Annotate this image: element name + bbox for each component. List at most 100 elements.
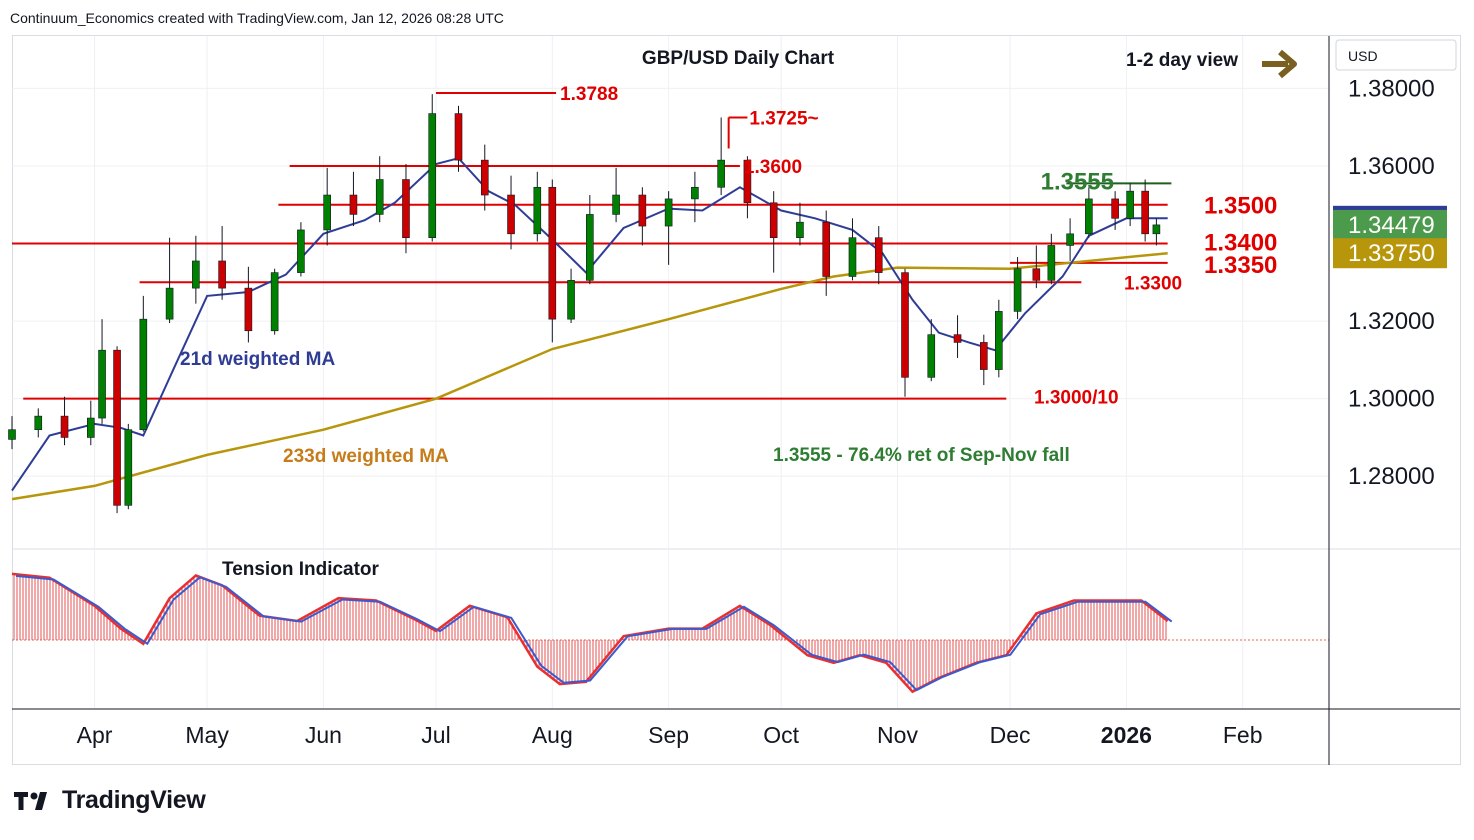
candle-body-up (192, 260, 200, 289)
candle[interactable] (1085, 187, 1093, 238)
candle[interactable] (769, 191, 778, 273)
candle-body-down (743, 159, 752, 204)
time-tick-label: Jul (421, 722, 450, 748)
candle[interactable] (34, 408, 43, 438)
candle[interactable] (1126, 183, 1134, 227)
level-label: 1.3600 (744, 157, 802, 178)
candle[interactable] (60, 396, 69, 446)
candle-body-down (349, 194, 358, 215)
candle[interactable] (1152, 218, 1161, 246)
candle[interactable] (98, 319, 106, 424)
candle[interactable] (1141, 179, 1149, 242)
candle-body-down (901, 272, 909, 378)
candle[interactable] (533, 171, 542, 242)
candle[interactable] (323, 167, 331, 246)
price-tick-label: 1.28000 (1348, 463, 1435, 490)
candle-body-up (86, 417, 95, 438)
candle-body-up (848, 237, 857, 277)
candle[interactable] (1111, 191, 1119, 230)
candle-body-up (428, 113, 437, 238)
price-tick-label: 1.36000 (1348, 153, 1435, 180)
candle-body-up (927, 334, 936, 378)
candle-body-down (507, 194, 515, 235)
level-layer (12, 92, 1172, 400)
candle[interactable] (612, 167, 620, 223)
candle[interactable] (822, 210, 831, 296)
candle[interactable] (507, 175, 515, 250)
level-label: 1.3725~ (749, 108, 818, 129)
level-label: 1.3400 (1204, 230, 1277, 257)
axis-layer[interactable]: 1.38000 1.36000 1.32000 1.30000 1.28000 Apr Ma… (12, 36, 1460, 765)
candle-body-down (244, 287, 253, 332)
time-tick-label: May (185, 722, 229, 748)
candle[interactable] (743, 156, 752, 219)
candle[interactable] (375, 156, 384, 223)
candle[interactable] (1032, 245, 1041, 289)
candle-body-up (995, 311, 1003, 370)
price-badge-label: 1.33750 (1348, 240, 1435, 267)
fib-level-label: 1.3555 (1041, 168, 1114, 195)
candle[interactable] (874, 226, 883, 285)
ma233-label: 233d weighted MA (283, 446, 449, 467)
candle[interactable] (244, 266, 253, 343)
candle[interactable] (192, 235, 200, 304)
candle[interactable] (8, 416, 16, 450)
candle[interactable] (113, 346, 121, 514)
candle[interactable] (1066, 218, 1074, 261)
candle-body-up (691, 186, 699, 200)
candle[interactable] (664, 191, 673, 265)
candle[interactable] (139, 295, 148, 432)
chart-frame (12, 35, 1461, 765)
price-tick-label: 1.38000 (1348, 75, 1435, 102)
time-tick-label: Feb (1223, 722, 1263, 748)
tension-indicator-layer[interactable] (11, 572, 1329, 694)
candle[interactable] (848, 218, 857, 281)
candle[interactable] (297, 222, 305, 277)
candle[interactable] (901, 268, 909, 397)
candle[interactable] (927, 319, 936, 382)
candle[interactable] (454, 105, 463, 172)
candle[interactable] (270, 268, 279, 335)
candle-body-down (60, 415, 69, 438)
candle-body-down (454, 113, 463, 161)
price-badge-last-close[interactable]: 1.34479 (1333, 209, 1447, 240)
candle[interactable] (691, 171, 699, 223)
candle[interactable] (953, 315, 962, 358)
candle-body-down (218, 260, 226, 289)
candle[interactable] (717, 117, 725, 196)
candle[interactable] (349, 171, 358, 227)
candle[interactable] (796, 202, 804, 246)
candle-body-down (1111, 198, 1119, 219)
candle[interactable] (86, 400, 95, 446)
price-badge-ma233-badge[interactable]: 1.33750 (1333, 238, 1447, 269)
candle[interactable] (567, 268, 575, 324)
candle[interactable] (165, 237, 174, 324)
candle[interactable] (586, 195, 594, 285)
candle[interactable] (402, 164, 410, 254)
candle-body-up (1126, 190, 1134, 219)
time-tick-label: Apr (77, 722, 113, 748)
candle-body-up (165, 287, 174, 320)
candle-body-down (113, 349, 121, 506)
candle[interactable] (1047, 233, 1056, 285)
candle[interactable] (1013, 257, 1022, 320)
candle-layer[interactable] (8, 94, 1161, 514)
ma21-label: 21d weighted MA (180, 349, 335, 370)
time-tick-label: Oct (763, 722, 799, 748)
time-tick-label: Sep (648, 722, 689, 748)
candle[interactable] (218, 226, 226, 300)
candle[interactable] (428, 94, 437, 242)
level-label: 1.3788 (560, 84, 618, 105)
time-tick-label: Dec (990, 722, 1031, 748)
tradingview-logo[interactable]: TradingView (14, 786, 206, 815)
candle[interactable] (995, 299, 1003, 378)
currency-button[interactable] (1335, 39, 1457, 71)
candle[interactable] (480, 144, 489, 211)
candle[interactable] (980, 334, 988, 386)
candle[interactable] (548, 179, 557, 343)
candle[interactable] (124, 423, 133, 510)
candle[interactable] (638, 187, 647, 246)
candle-body-up (567, 280, 575, 320)
